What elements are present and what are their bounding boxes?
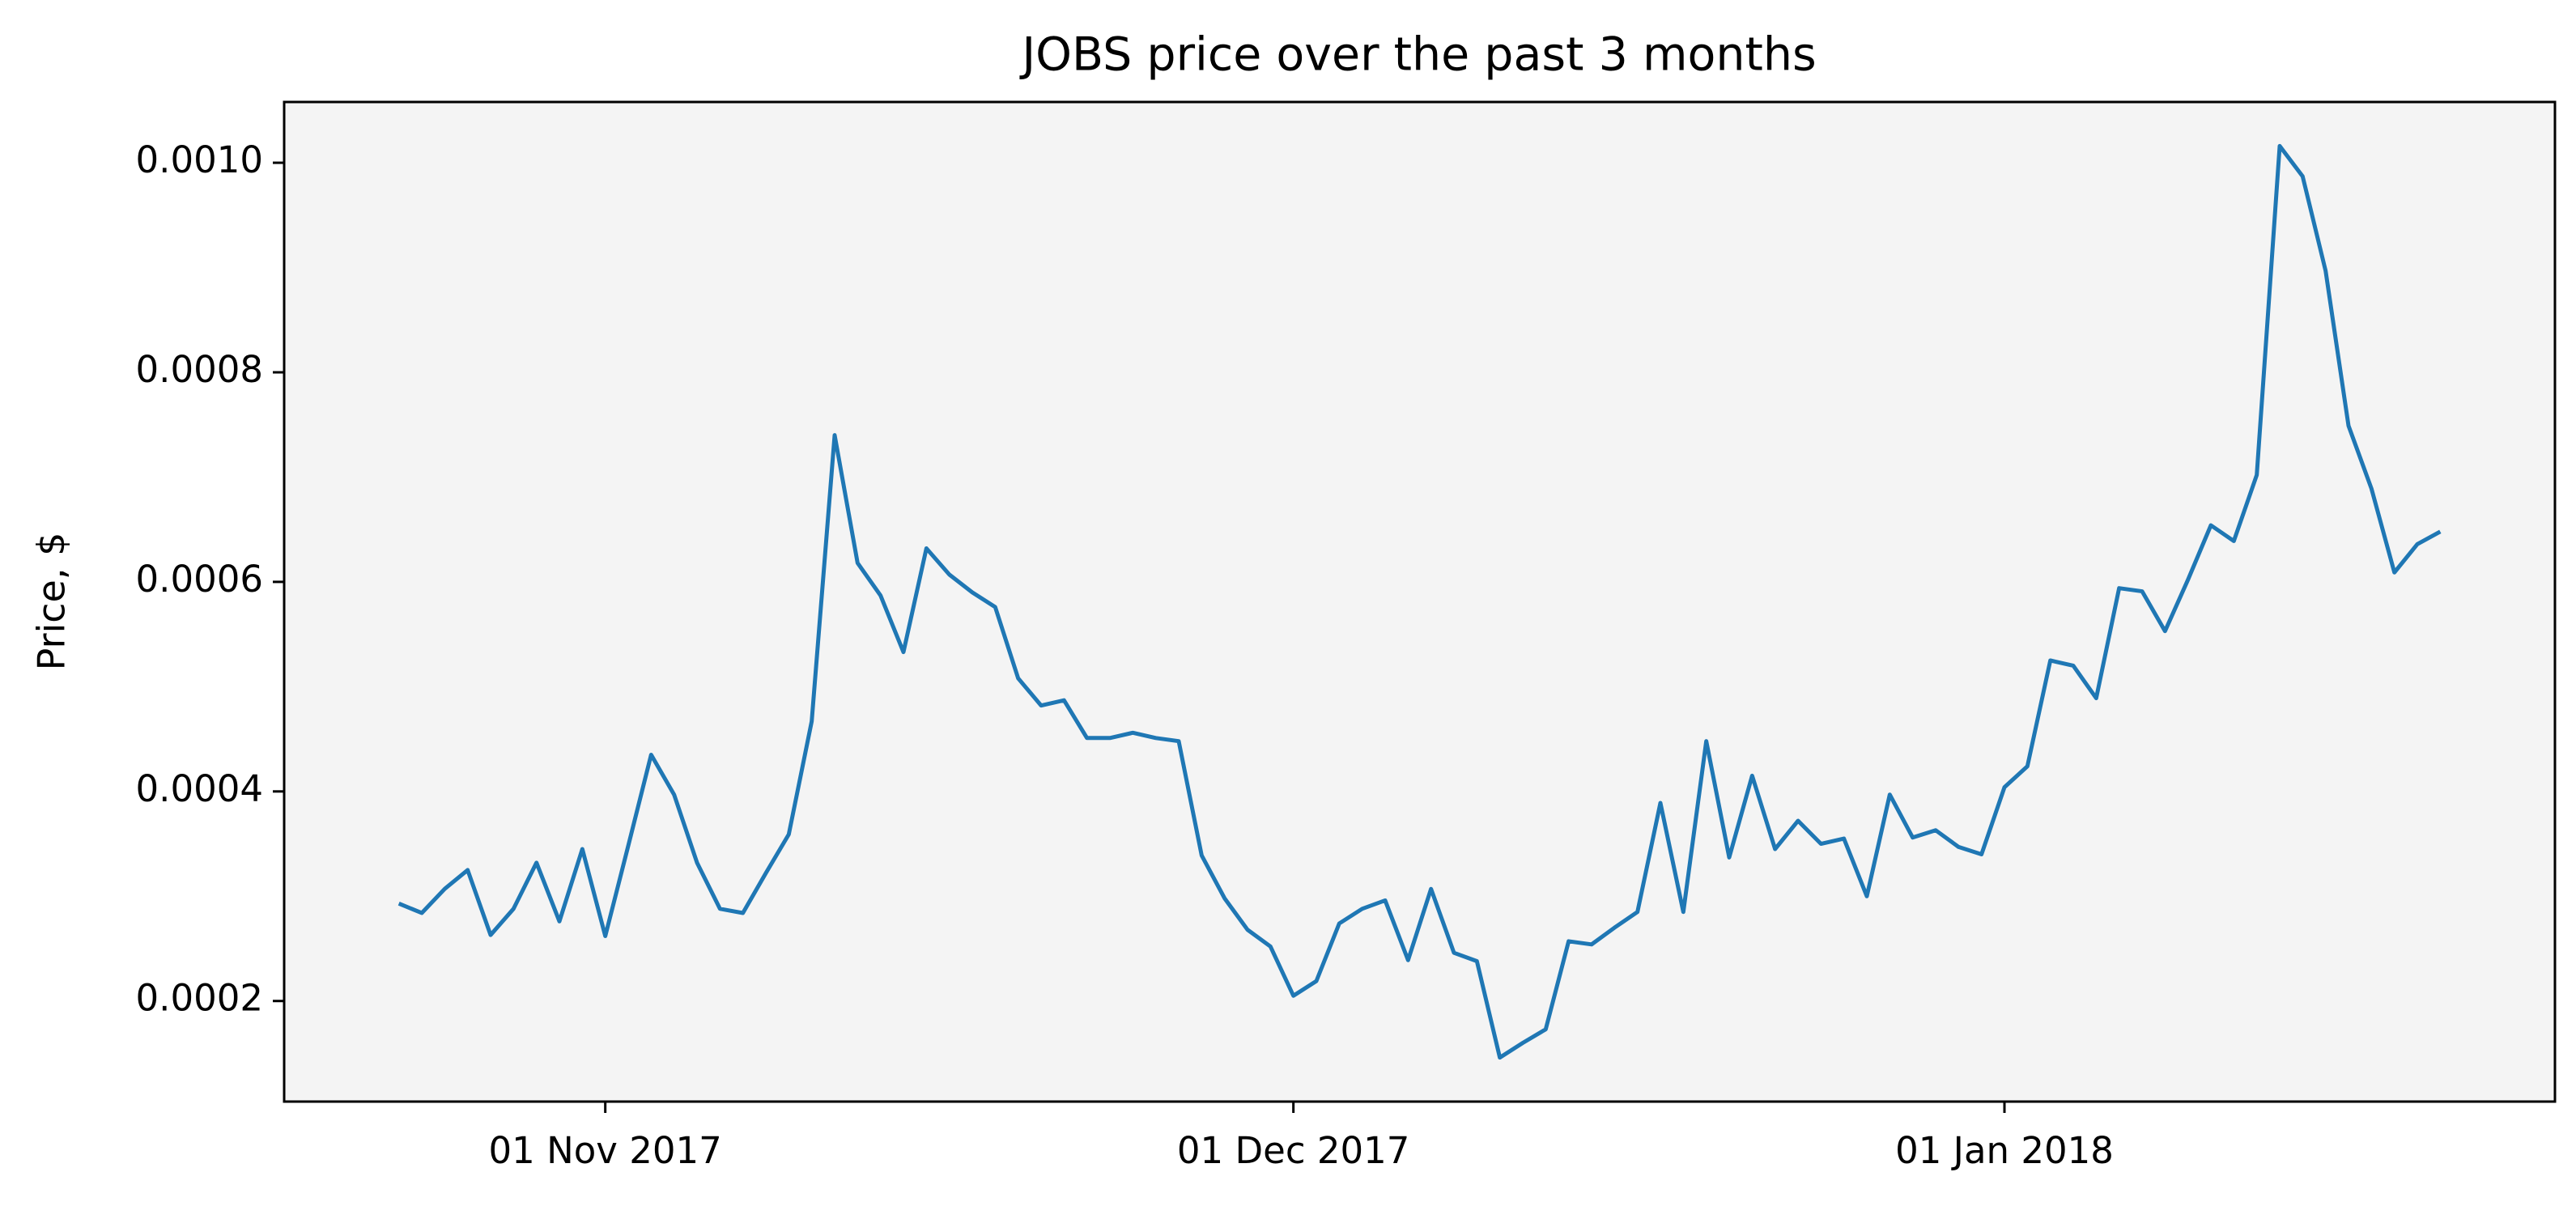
- chart-title: JOBS price over the past 3 months: [1019, 28, 1816, 82]
- plot-area: [284, 102, 2555, 1102]
- y-tick-label: 0.0002: [136, 977, 263, 1020]
- y-tick-label: 0.0004: [136, 767, 263, 810]
- y-tick-label: 0.0008: [136, 348, 263, 391]
- y-tick-label: 0.0006: [136, 558, 263, 601]
- y-tick-label: 0.0010: [136, 138, 263, 181]
- y-axis-label: Price, $: [30, 533, 74, 671]
- x-tick-label: 01 Jan 2018: [1895, 1129, 2114, 1172]
- x-tick-label: 01 Nov 2017: [489, 1129, 722, 1172]
- x-tick-label: 01 Dec 2017: [1177, 1129, 1409, 1172]
- plot-frame: [283, 100, 2557, 1103]
- price-line: [397, 143, 2442, 1060]
